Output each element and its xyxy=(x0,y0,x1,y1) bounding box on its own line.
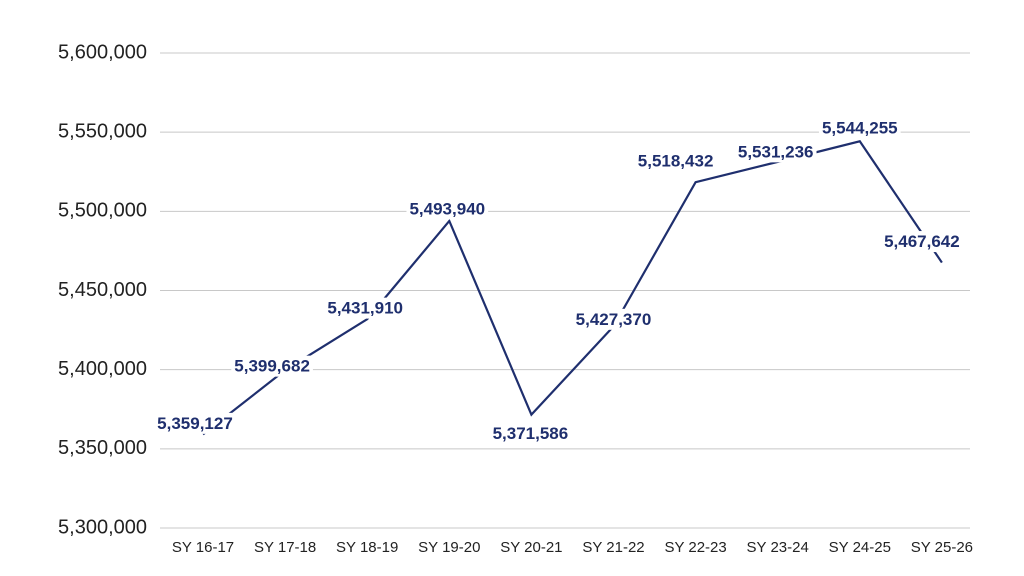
data-label-bg xyxy=(154,412,236,434)
data-label: 5,467,642 xyxy=(884,232,960,251)
data-label-group: 5,359,127 xyxy=(154,412,236,434)
x-tick-label: SY 19-20 xyxy=(418,539,480,556)
data-label: 5,531,236 xyxy=(738,142,814,161)
data-label-bg xyxy=(818,117,901,139)
data-label-group: 5,431,910 xyxy=(324,297,407,319)
data-label-bg xyxy=(406,198,489,220)
data-label: 5,427,370 xyxy=(576,310,652,329)
data-label-bg xyxy=(881,231,963,253)
y-tick-label: 5,550,000 xyxy=(58,120,147,142)
line xyxy=(202,140,943,436)
data-label-group: 5,427,370 xyxy=(572,308,655,330)
data-label-bg xyxy=(734,141,817,163)
data-label-bg xyxy=(231,355,313,377)
x-tick-label: SY 18-19 xyxy=(336,539,398,556)
x-tick-label: SY 23-24 xyxy=(747,539,809,556)
data-label-bg xyxy=(634,150,717,172)
y-tick-label: 5,400,000 xyxy=(58,358,147,380)
x-tick-label: SY 17-18 xyxy=(254,539,316,556)
data-label-group: 5,531,236 xyxy=(734,141,817,163)
data-label: 5,493,940 xyxy=(409,199,485,218)
y-tick-label: 5,500,000 xyxy=(58,200,147,222)
x-tick-label: SY 25-26 xyxy=(911,539,973,556)
y-tick-label: 5,600,000 xyxy=(58,41,147,63)
data-label-group: 5,544,255 xyxy=(818,117,901,139)
data-label-bg xyxy=(489,423,572,445)
data-label-group: 5,399,682 xyxy=(231,355,313,377)
y-tick-label: 5,300,000 xyxy=(58,516,147,538)
x-tick-label: SY 21-22 xyxy=(582,539,644,556)
data-label-group: 5,371,586 xyxy=(489,423,572,445)
x-tick-label: SY 24-25 xyxy=(829,539,891,556)
data-label: 5,399,682 xyxy=(234,357,310,376)
data-label-group: 5,518,432 xyxy=(634,150,717,172)
data-label: 5,431,910 xyxy=(327,299,403,318)
y-tick-label: 5,450,000 xyxy=(58,279,147,301)
x-tick-label: SY 20-21 xyxy=(500,539,562,556)
data-label-bg xyxy=(324,297,407,319)
data-label: 5,371,586 xyxy=(493,424,569,443)
data-label-bg xyxy=(572,308,655,330)
data-label: 5,544,255 xyxy=(822,119,898,138)
x-tick-label: SY 22-23 xyxy=(664,539,726,556)
data-label: 5,518,432 xyxy=(638,152,714,171)
y-tick-label: 5,350,000 xyxy=(58,437,147,459)
data-label: 5,359,127 xyxy=(157,414,233,433)
x-tick-label: SY 16-17 xyxy=(172,539,234,556)
data-label-group: 5,467,642 xyxy=(881,231,963,253)
data-label-group: 5,493,940 xyxy=(406,198,489,220)
